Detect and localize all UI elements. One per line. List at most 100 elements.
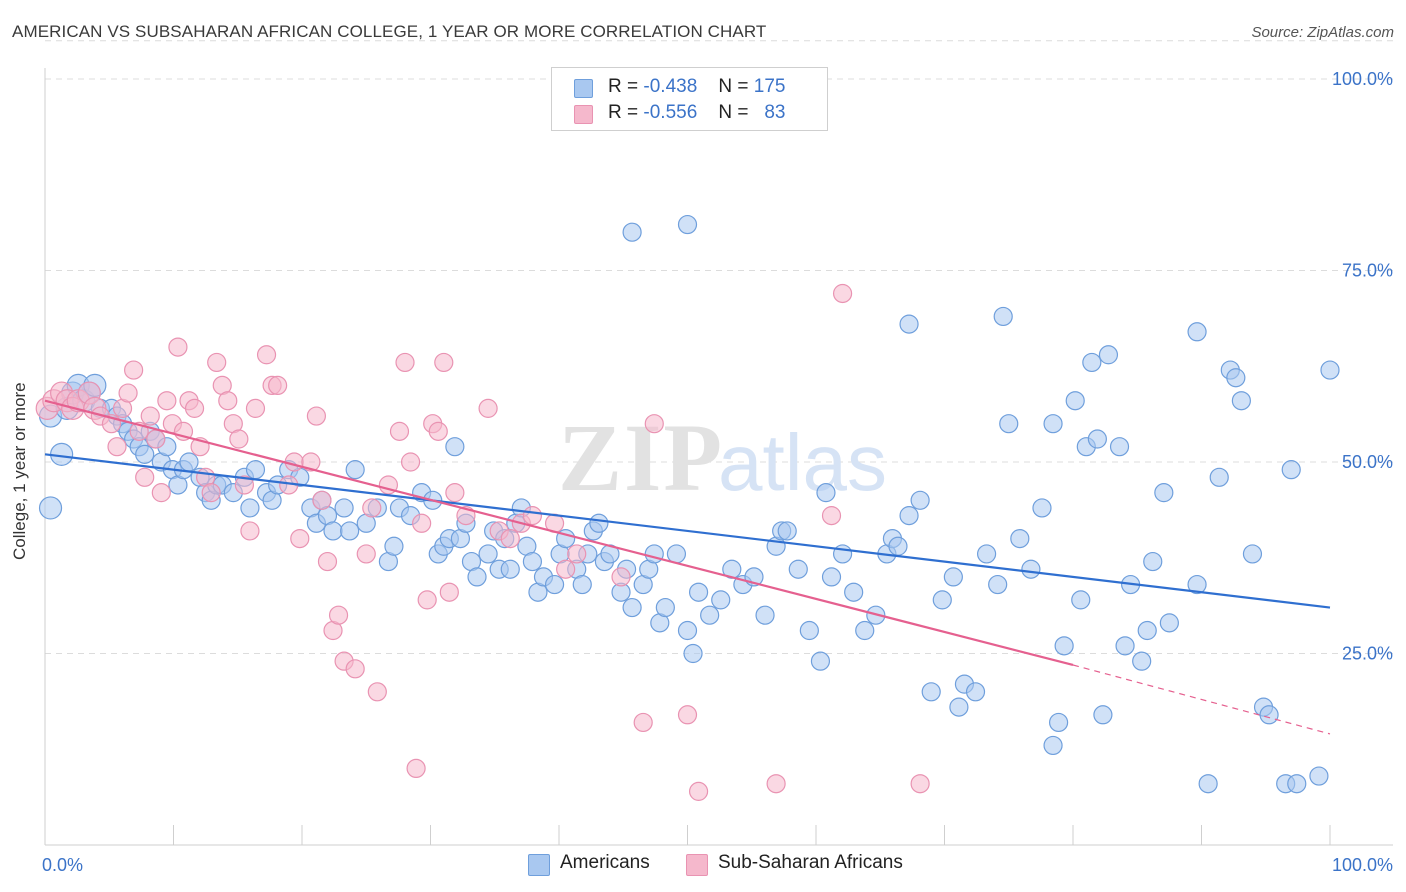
americans-point: [1259, 705, 1279, 725]
americans-point: [655, 597, 675, 618]
ssa-point: [400, 452, 421, 472]
americans-point: [1048, 712, 1069, 733]
ssa-point: [306, 406, 327, 426]
tick-labels: 25.0% 50.0% 75.0% 100.0% 0.0% 100.0%: [42, 69, 1393, 875]
americans-point: [921, 682, 941, 702]
ssa-point: [146, 429, 166, 449]
source-credit: Source: ZipAtlas.com: [1251, 24, 1394, 41]
americans-point: [38, 496, 63, 520]
americans-point: [688, 582, 709, 602]
americans-point: [1198, 774, 1218, 794]
americans-point: [677, 620, 698, 641]
ssa-point: [395, 352, 415, 373]
ssa-point: [389, 421, 410, 441]
ssa-point: [821, 506, 842, 526]
americans-point: [888, 536, 908, 556]
americans-point: [993, 306, 1013, 327]
americans-point: [844, 582, 864, 602]
ssa-point: [256, 345, 277, 365]
r-value-americans: -0.438: [643, 76, 698, 97]
ssa-point: [135, 467, 155, 487]
n-label: N =: [718, 76, 749, 97]
ssa-point: [356, 544, 376, 564]
axes: [44, 68, 1393, 846]
ssa-point: [417, 590, 437, 610]
ssa-point: [412, 513, 432, 533]
ssa-points: [35, 283, 930, 801]
americans-point: [677, 214, 698, 235]
ssa-point: [140, 406, 160, 426]
americans-point: [245, 460, 266, 480]
americans-point: [572, 574, 592, 595]
ssa-point: [234, 475, 254, 495]
americans-point: [1309, 766, 1329, 786]
americans-point: [644, 544, 664, 564]
americans-point: [1065, 391, 1085, 411]
ssa-point: [107, 437, 127, 457]
americans-point: [1087, 429, 1107, 449]
americans-point: [1187, 322, 1207, 342]
americans-point: [899, 506, 919, 526]
americans-point: [1043, 735, 1063, 756]
americans-point: [932, 590, 952, 610]
stats-box: R = -0.438 N = 175 R = -0.556 N = 83: [551, 67, 828, 131]
ssa-point: [439, 582, 459, 602]
ssa-point: [633, 712, 653, 733]
legend-label-ssa: Sub-Saharan Africans: [718, 852, 903, 873]
n-value-americans: 175: [753, 76, 786, 97]
americans-point: [467, 567, 487, 587]
chart-title: AMERICAN VS SUBSAHARAN AFRICAN COLLEGE, …: [12, 22, 767, 41]
americans-point: [999, 414, 1019, 434]
ssa-point: [362, 498, 382, 518]
ssa-swatch: [574, 105, 593, 124]
ssa-point: [345, 659, 365, 679]
americans-point: [799, 620, 819, 641]
americans-trend-line: [44, 453, 1331, 609]
americans-point: [821, 567, 842, 587]
americans-point: [622, 222, 642, 242]
americans-swatch: [574, 79, 593, 98]
watermark-atlas: atlas: [718, 418, 887, 507]
americans-point: [1209, 467, 1229, 487]
x-tick-label: 0.0%: [42, 855, 83, 875]
americans-point: [478, 544, 498, 564]
americans-point: [788, 559, 808, 579]
ssa-point: [268, 375, 288, 395]
americans-point: [683, 643, 703, 664]
americans-point: [1115, 636, 1135, 656]
watermark: ZIP atlas: [558, 404, 887, 511]
americans-point: [1082, 352, 1102, 373]
ssa-point: [207, 352, 227, 373]
x-tick-label: 100.0%: [1332, 855, 1393, 875]
ssa-point: [500, 528, 520, 549]
ssa-point: [434, 352, 454, 373]
ssa-point: [567, 544, 587, 564]
americans-point: [589, 513, 609, 533]
americans-point: [445, 437, 465, 457]
americans-point: [334, 498, 354, 518]
ssa-point: [910, 774, 930, 794]
legend-swatch-americans: [528, 854, 550, 876]
americans-point: [1287, 774, 1307, 794]
americans-point: [1231, 391, 1251, 411]
ssa-point: [328, 605, 349, 625]
n-value-ssa: 83: [764, 102, 786, 123]
ssa-trend-extension: [1072, 664, 1331, 735]
americans-point: [1054, 636, 1074, 656]
ssa-point: [832, 283, 853, 304]
americans-point: [1242, 544, 1263, 564]
americans-point: [500, 559, 520, 579]
ssa-point: [428, 421, 448, 441]
y-tick-label: 50.0%: [1342, 452, 1393, 472]
ssa-point: [301, 452, 321, 472]
ssa-point: [184, 398, 205, 418]
y-tick-label: 100.0%: [1332, 69, 1393, 89]
americans-point: [1010, 528, 1030, 549]
americans-point: [755, 605, 775, 625]
ssa-point: [677, 705, 698, 725]
ssa-point: [556, 559, 576, 579]
ssa-point: [151, 483, 171, 503]
y-axis-label: College, 1 year or more: [10, 382, 29, 560]
ssa-point: [522, 506, 543, 526]
